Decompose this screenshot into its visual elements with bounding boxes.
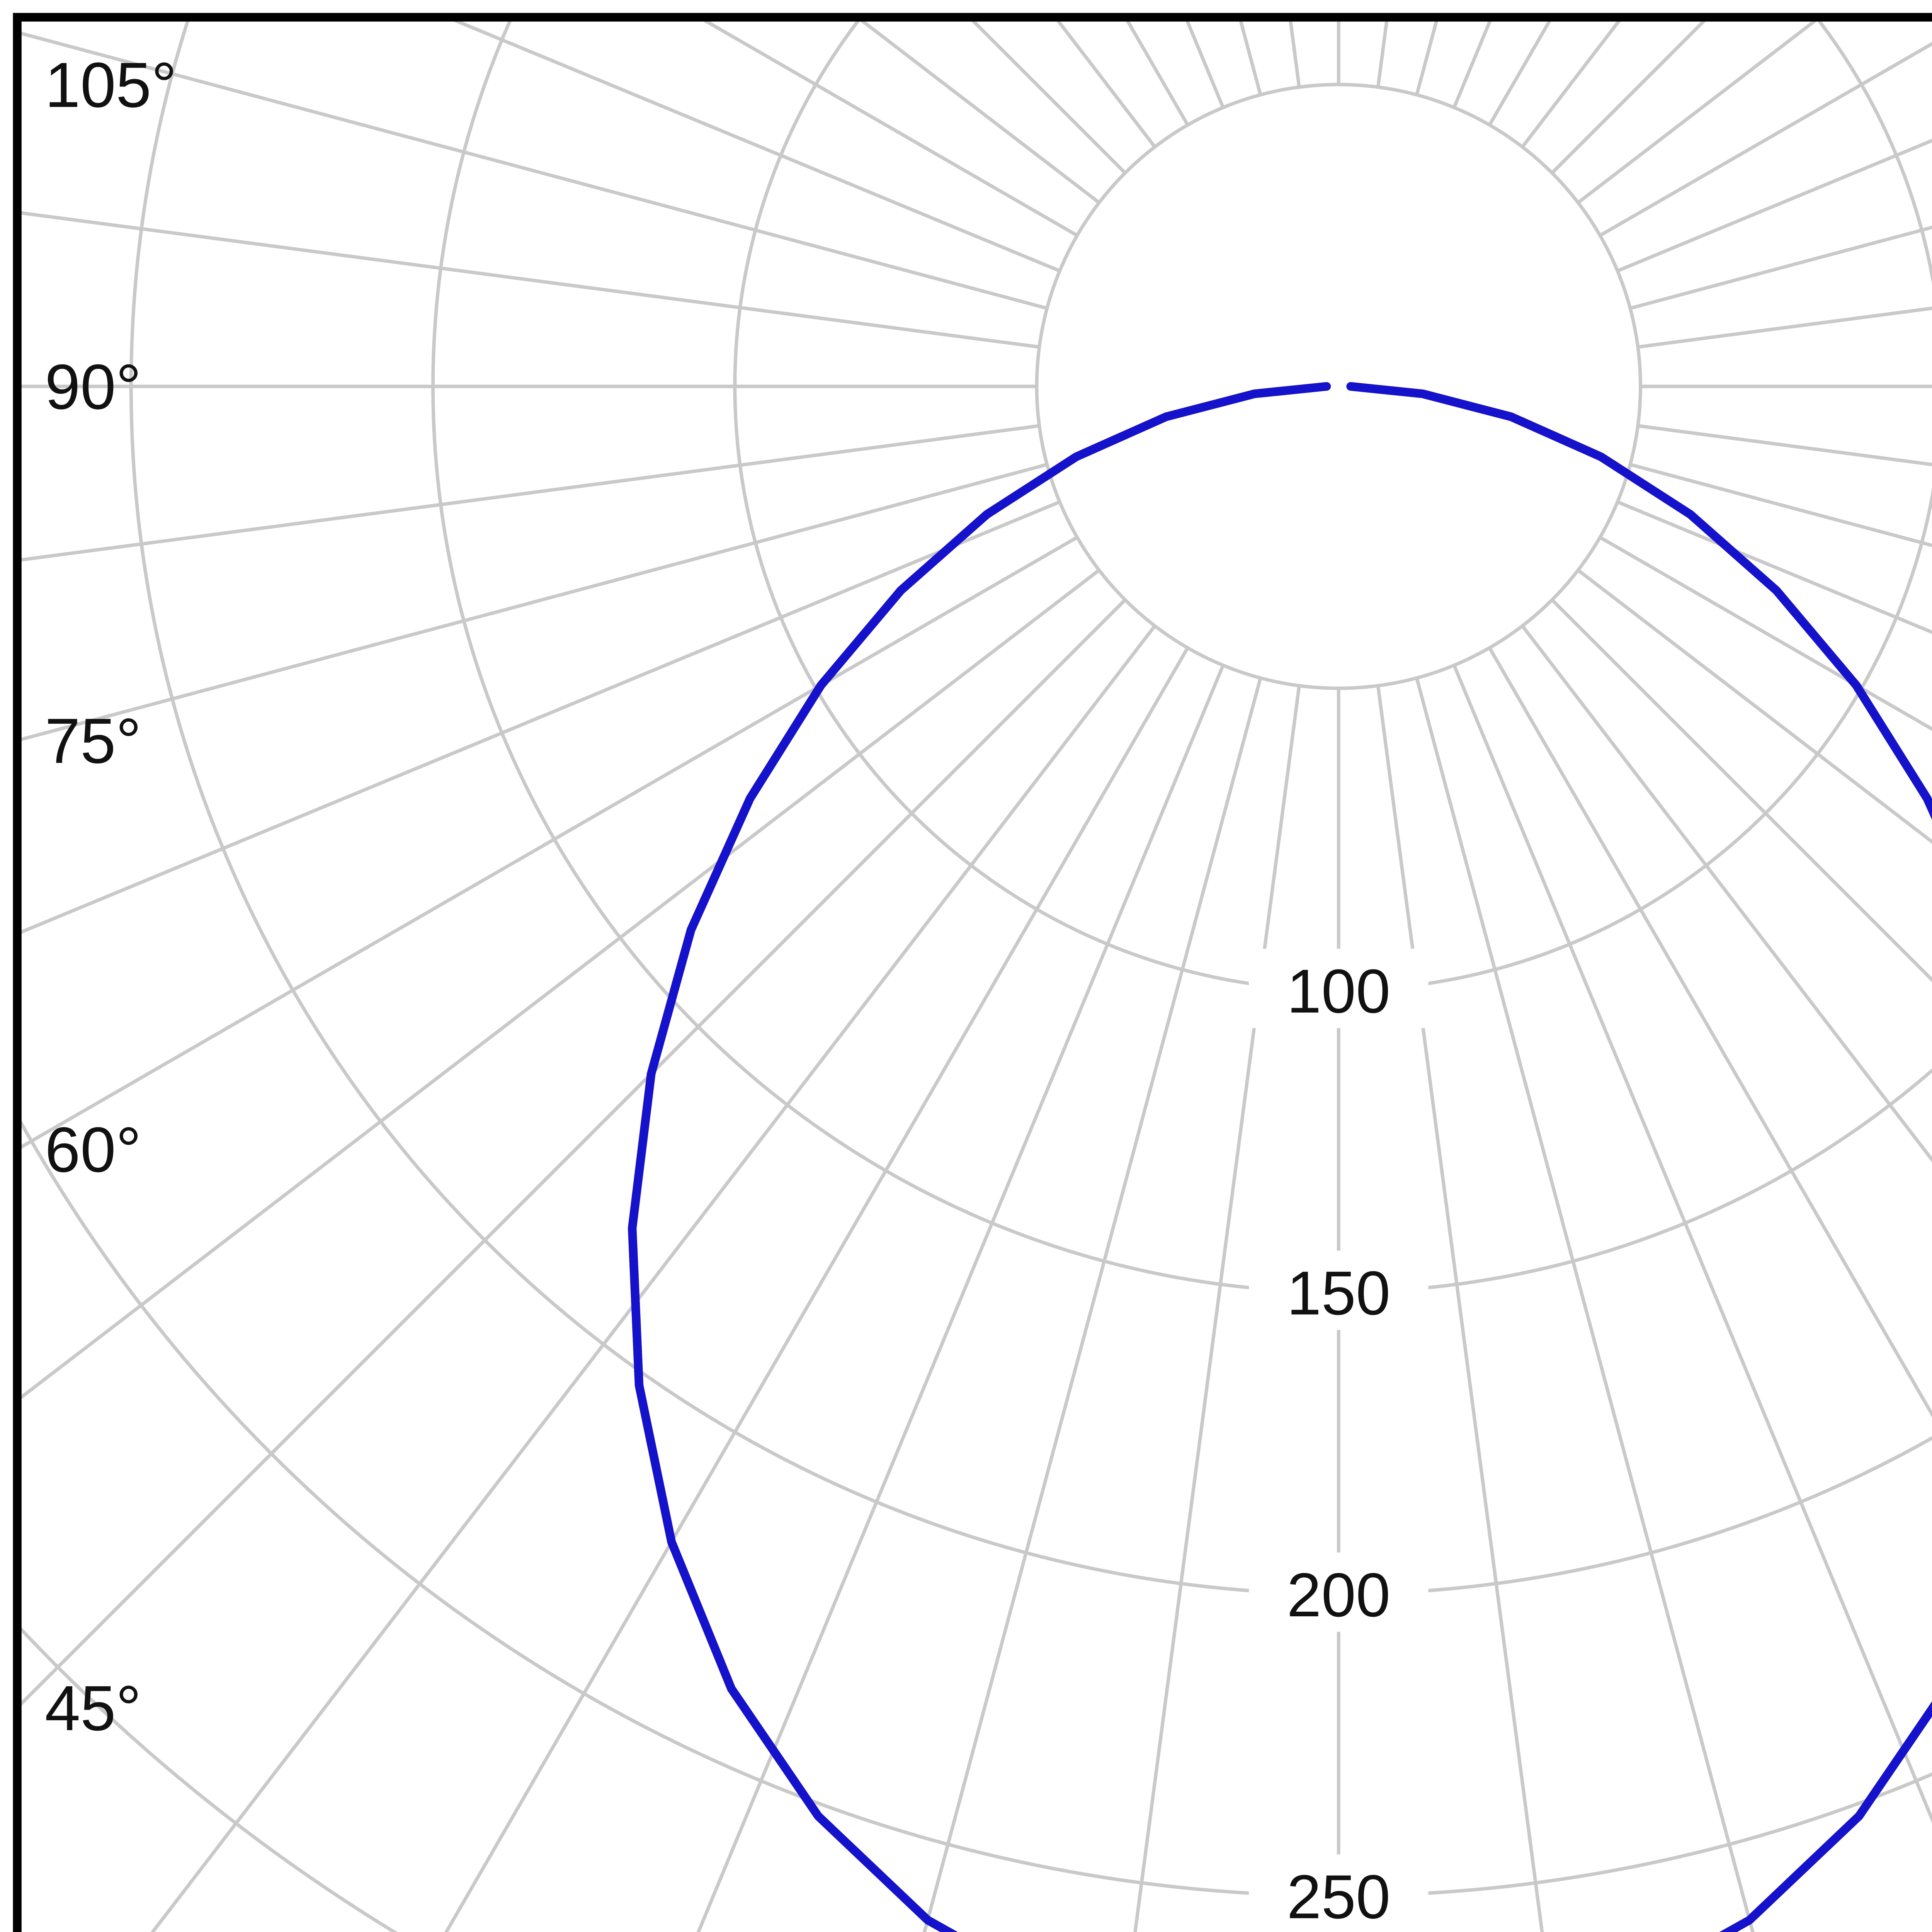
angle-label-90: 90°: [45, 351, 141, 423]
grid-spoke: [696, 665, 1225, 1932]
grid-spoke: [1577, 569, 1932, 844]
angle-tick-labels: 0°15°15°30°30°45°45°60°60°75°75°90°90°10…: [45, 49, 177, 1744]
grid-spoke: [1488, 647, 1932, 1418]
grid-spoke: [1452, 665, 1932, 1824]
grid-spoke: [1376, 685, 1544, 1932]
grid-spoke: [922, 677, 1262, 1932]
ring-label-mask: [1249, 1552, 1429, 1632]
grid-spoke: [1521, 625, 1932, 1163]
grid-spoke: [150, 625, 1156, 1932]
ring-label: 200: [1287, 1561, 1390, 1630]
ring-label: 150: [1287, 1259, 1390, 1328]
curve-c90-c270: [628, 382, 1932, 1932]
grid-spoke: [1551, 17, 1710, 174]
ring-value-labels: 100150200250300: [1249, 949, 1429, 1932]
grid-spoke: [1415, 677, 1755, 1932]
grid-ring: [129, 17, 1932, 1595]
grid-spoke: [1599, 536, 1932, 731]
grid-spoke: [1133, 685, 1301, 1932]
grid-spoke: [443, 17, 1061, 273]
grid-spoke: [444, 647, 1189, 1932]
grid-spoke: [1521, 17, 1624, 148]
grid-spoke: [17, 536, 1078, 1151]
grid-spoke: [1617, 500, 1932, 634]
grid-spoke: [17, 31, 1048, 310]
grid-spoke: [17, 500, 1061, 936]
plot-border: [13, 13, 1932, 1932]
grid-ring: [1035, 83, 1642, 690]
angle-label-45: 45°: [45, 1673, 141, 1744]
grid-spoke: [1577, 17, 1823, 204]
grid-spoke: [17, 569, 1100, 1403]
ring-label-mask: [1249, 1854, 1429, 1932]
grid-spoke: [17, 211, 1040, 349]
grid-spoke: [17, 463, 1048, 742]
ring-label: 250: [1287, 1862, 1390, 1932]
angle-label-75: 75°: [45, 705, 141, 777]
ring-label-mask: [1249, 1250, 1429, 1330]
grid-spoke: [17, 599, 1127, 1710]
ring-label: 100: [1287, 957, 1390, 1026]
angle-label-60: 60°: [45, 1114, 141, 1185]
ring-label-mask: [1249, 949, 1429, 1028]
intensity-curves: [628, 382, 1932, 1932]
grid-spoke: [17, 424, 1040, 562]
grid-spoke: [1599, 42, 1932, 237]
angle-label-105: 105°: [45, 49, 177, 121]
